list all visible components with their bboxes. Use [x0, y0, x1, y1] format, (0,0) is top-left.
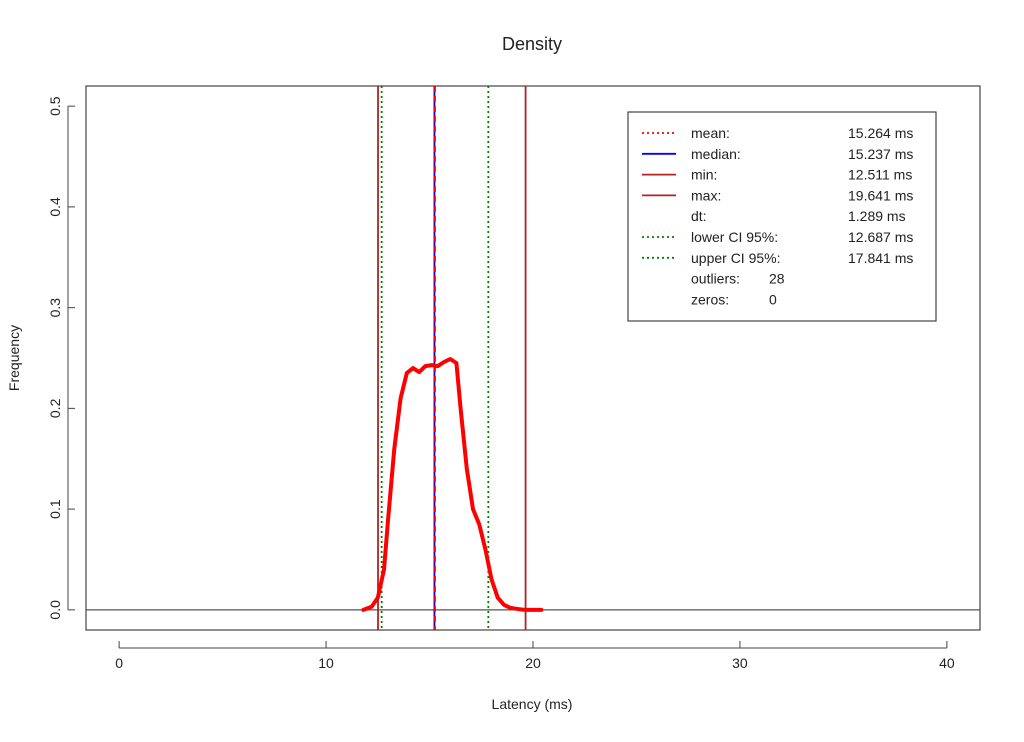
legend-label: mean:: [691, 125, 730, 141]
legend-label: lower CI 95%:: [691, 229, 778, 245]
plot-layer: [86, 86, 980, 630]
y-tick-label: 0.1: [47, 499, 63, 519]
legend-value: 0: [769, 291, 777, 307]
x-tick-label: 30: [732, 655, 748, 671]
legend-value: 15.264 ms: [848, 125, 913, 141]
x-tick-label: 40: [939, 655, 955, 671]
x-tick-label: 0: [115, 655, 123, 671]
legend-label: max:: [691, 187, 721, 203]
x-axis-label: Latency (ms): [492, 696, 573, 712]
y-axis-label: Frequency: [6, 325, 22, 391]
legend-label: dt:: [691, 208, 707, 224]
legend-label: min:: [691, 167, 717, 183]
y-tick-label: 0.0: [47, 600, 63, 620]
x-tick-label: 10: [318, 655, 334, 671]
y-tick-label: 0.4: [47, 197, 63, 217]
legend-value: 12.511 ms: [848, 167, 912, 183]
legend-label: median:: [691, 146, 741, 162]
legend-label: outliers:: [691, 271, 740, 287]
y-tick-label: 0.5: [47, 96, 63, 116]
legend-label: upper CI 95%:: [691, 250, 781, 266]
legend-value: 19.641 ms: [848, 187, 913, 203]
plot-frame: [85, 85, 981, 631]
axis-layer: 0 10 20 30 40 0.0 0.1 0.2 0.3 0.4 0.5: [47, 96, 955, 671]
legend: mean: 15.264 ms median: 15.237 ms min: 12.511…: [627, 111, 937, 322]
legend-label: zeros:: [691, 291, 729, 307]
legend-value: 17.841 ms: [848, 250, 913, 266]
chart-title: Density: [502, 34, 562, 54]
legend-value: 12.687 ms: [848, 229, 913, 245]
legend-value: 15.237 ms: [848, 146, 913, 162]
legend-value: 1.289 ms: [848, 208, 906, 224]
legend-value: 28: [769, 271, 785, 287]
legend-box: [627, 111, 937, 322]
y-tick-label: 0.3: [47, 298, 63, 318]
x-tick-label: 20: [525, 655, 541, 671]
density-curve: [361, 357, 544, 612]
y-tick-label: 0.2: [47, 398, 63, 418]
